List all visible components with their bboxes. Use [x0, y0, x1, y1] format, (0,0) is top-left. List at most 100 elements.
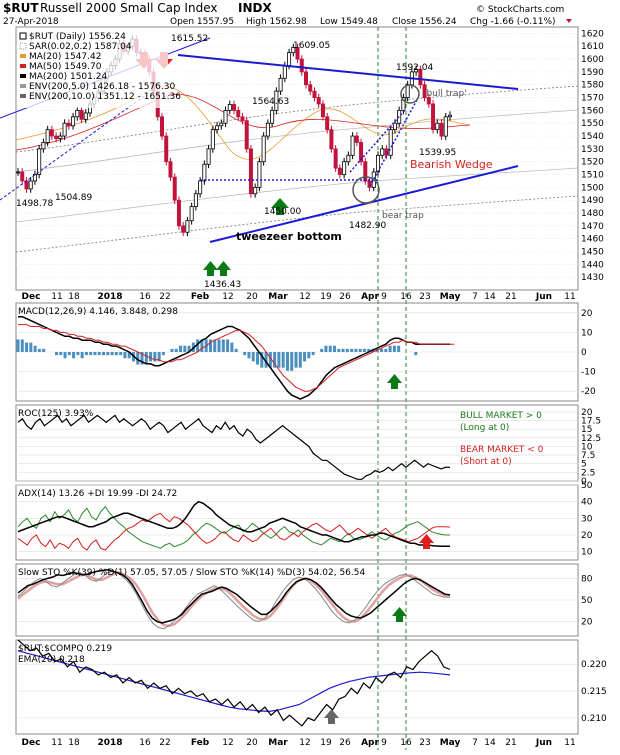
y-tick-label: 1610 — [581, 42, 604, 52]
annotation-bear-trap: bear trap — [382, 211, 424, 221]
candle-body — [350, 135, 355, 156]
legend-ma200: MA(200) 1501.24 — [29, 72, 107, 82]
env-5-lower — [15, 195, 579, 253]
x-tick-label: 9 — [381, 292, 387, 302]
bear-trap-circle — [352, 176, 380, 204]
candle-body — [414, 68, 419, 73]
index-name: Russell 2000 Small Cap Index — [40, 1, 217, 15]
candle-body — [54, 135, 59, 140]
candle-body — [240, 116, 245, 122]
x-tick-label: 26 — [339, 292, 351, 302]
x-tick-label: Mar — [268, 292, 288, 302]
legend-swatch — [19, 42, 27, 50]
x-tick-label: 16 — [139, 292, 151, 302]
env-10-upper — [15, 85, 579, 153]
candle-body — [346, 154, 351, 163]
candle-body — [45, 129, 50, 143]
candle-body — [388, 129, 393, 156]
macd-label: MACD(12,26,9) 4.146, 3.848, 0.298 — [18, 307, 178, 317]
macd-histogram-bar — [29, 342, 33, 352]
x-tick-label: Jun — [535, 292, 552, 302]
candle-body — [401, 97, 406, 111]
macd-histogram-bar — [208, 339, 212, 352]
candle-body — [439, 122, 444, 137]
macd-histogram-bar — [273, 352, 277, 368]
candle-body — [359, 142, 364, 163]
y-tick-label: 1480 — [581, 209, 604, 219]
y-tick-label: 50 — [581, 481, 593, 491]
macd-histogram-bar — [149, 352, 153, 362]
macd-histogram-bar — [358, 348, 362, 352]
macd-histogram-bar — [294, 352, 298, 368]
x-tick-label: 18 — [68, 738, 80, 748]
price-label: 1564.63 — [252, 97, 289, 107]
x-tick-label: 2018 — [97, 738, 122, 748]
macd-histogram-bar — [76, 352, 80, 356]
x-tick-label: 14 — [484, 738, 496, 748]
macd-histogram-bar — [384, 348, 388, 352]
candle-body — [418, 68, 423, 86]
x-tick-label: 22 — [159, 292, 170, 302]
macd-histogram-bar — [307, 352, 311, 359]
rising-dotted-line — [369, 97, 419, 187]
y-tick-label: 1430 — [581, 273, 604, 283]
y-tick-label: 1600 — [581, 55, 604, 65]
sto-panel: 80 50 20 Slow STO %K(39) %D(1) 57.05, 57.0… — [15, 563, 593, 637]
candle-body — [431, 103, 436, 131]
macd-histogram-bar — [63, 352, 67, 359]
legend-ma20: MA(20) 1547.42 — [29, 52, 101, 62]
macd-histogram-bar — [414, 352, 418, 356]
candle-body — [164, 135, 169, 163]
macd-histogram-bar — [170, 348, 174, 352]
up-arrow-icon — [324, 709, 339, 724]
candle-body — [312, 90, 317, 98]
x-tick-label: Feb — [191, 292, 210, 302]
x-tick-label: 11 — [51, 292, 62, 302]
candle-body — [71, 116, 76, 127]
ratio-label: $RUT:$COMPQ 0.219 — [18, 644, 112, 654]
ratio-line — [17, 639, 451, 727]
y-tick-label: 1490 — [581, 196, 604, 206]
macd-histogram-bar — [230, 342, 234, 352]
macd-histogram-bar — [127, 352, 131, 359]
roc-line — [17, 414, 451, 480]
legend-swatch — [20, 64, 26, 68]
macd-histogram-bar — [213, 339, 217, 352]
legend-sar: SAR(0.02,0.2) 1587.04 — [29, 42, 132, 52]
y-tick-label: 1570 — [581, 94, 604, 104]
y-tick-label: 0.220 — [581, 660, 607, 670]
macd-histogram-bar — [174, 348, 178, 352]
macd-histogram-bar — [367, 348, 371, 352]
annotation-bull-trap: 'bull trap' — [424, 89, 467, 99]
candle-body — [265, 122, 270, 137]
y-tick-label: 0 — [581, 477, 587, 487]
y-tick-label: 1500 — [581, 183, 604, 193]
candle-body — [426, 97, 431, 105]
y-tick-label: 12.5 — [581, 434, 601, 444]
candle-body — [176, 199, 181, 227]
macd-histogram-bar — [243, 352, 247, 356]
low: Low 1549.48 — [320, 17, 378, 27]
macd-histogram-bar — [268, 352, 272, 368]
candle-body — [435, 122, 440, 131]
macd-histogram-bar — [93, 352, 97, 356]
candle-body — [291, 47, 296, 54]
bull-trap-circle — [400, 84, 420, 104]
macd-histogram-bar — [33, 345, 37, 352]
candle-body — [375, 154, 380, 173]
y-tick-label: 1620 — [581, 29, 604, 39]
ratio-frame — [15, 639, 579, 735]
candle-body — [295, 47, 300, 60]
adx-panel: 50 40 30 20 10 ADX(14) 13.26 +DI 19.99 -DI 2… — [15, 481, 593, 561]
macd-line — [18, 315, 450, 400]
up-arrow-icon — [271, 198, 289, 215]
minus-di-line — [17, 512, 451, 551]
ratio-gridlines: 0.220 0.215 0.210 — [16, 660, 607, 724]
open: Open 1557.95 — [170, 17, 234, 27]
macd-histogram-bar — [80, 352, 84, 359]
macd-histogram-bar — [157, 352, 161, 362]
candle-body — [329, 129, 334, 150]
up-arrow-icon — [392, 607, 407, 622]
x-tick-label: Mar — [268, 738, 288, 748]
